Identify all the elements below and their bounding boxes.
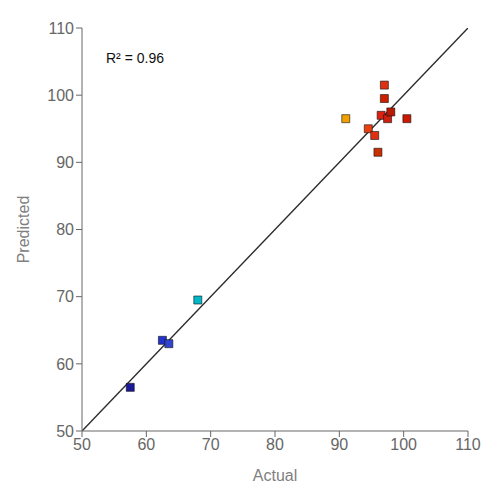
svg-text:90: 90 (330, 436, 348, 453)
svg-text:50: 50 (73, 436, 91, 453)
svg-text:110: 110 (455, 436, 481, 453)
html-text:R² = 0.96: R² = 0.96 (106, 50, 164, 66)
svg-text:80: 80 (266, 436, 284, 453)
svg-text:60: 60 (56, 356, 74, 373)
svg-text:Predicted: Predicted (15, 196, 32, 264)
svg-text:70: 70 (56, 288, 74, 305)
svg-text:70: 70 (202, 436, 220, 453)
svg-text:Actual: Actual (253, 467, 297, 484)
svg-text:50: 50 (56, 423, 74, 440)
svg-text:80: 80 (56, 221, 74, 238)
svg-text:60: 60 (137, 436, 155, 453)
svg-text:100: 100 (390, 436, 417, 453)
svg-text:110: 110 (48, 20, 74, 37)
svg-text:100: 100 (47, 87, 74, 104)
svg-text:90: 90 (56, 154, 74, 171)
